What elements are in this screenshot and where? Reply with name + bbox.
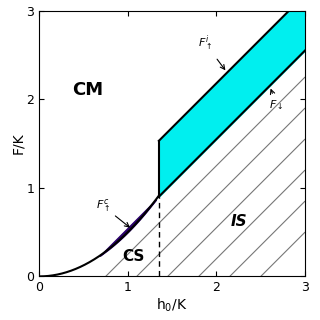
X-axis label: h$_0$/K: h$_0$/K [156, 297, 188, 315]
Y-axis label: F/K: F/K [11, 133, 25, 154]
Text: IS: IS [230, 214, 247, 229]
Text: CS: CS [122, 249, 144, 264]
Text: CM: CM [72, 81, 104, 99]
Text: $F^i_\uparrow$: $F^i_\uparrow$ [198, 34, 225, 69]
Text: $F^c_\uparrow$: $F^c_\uparrow$ [96, 197, 129, 227]
Text: $F_\downarrow$: $F_\downarrow$ [269, 90, 284, 112]
